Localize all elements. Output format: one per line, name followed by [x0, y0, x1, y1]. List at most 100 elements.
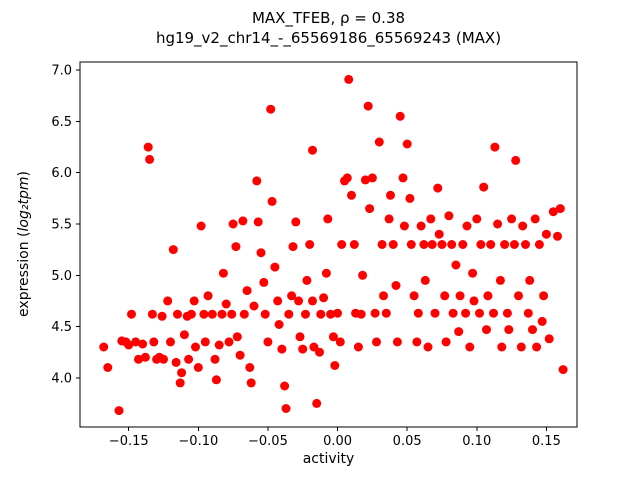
scatter-point [475, 308, 484, 318]
scatter-point [189, 296, 199, 306]
scatter-point [384, 214, 394, 224]
scatter-point [521, 240, 530, 249]
x-tick-label: 0.10 [462, 434, 491, 449]
scatter-point [344, 74, 354, 84]
scatter-point [426, 214, 436, 224]
scatter-point [507, 214, 517, 224]
scatter-point [301, 309, 310, 319]
scatter-point [245, 363, 255, 372]
y-tick-label: 4.5 [51, 320, 72, 335]
scatter-point [504, 325, 514, 335]
scatter-point [406, 240, 416, 249]
scatter-point [455, 291, 465, 301]
scatter-point [333, 308, 342, 318]
scatter-point [294, 296, 304, 306]
scatter-point [461, 308, 471, 318]
scatter-point [465, 342, 475, 352]
scatter-point [441, 337, 451, 347]
scatter-point [246, 378, 256, 388]
scatter-point [270, 262, 280, 272]
scatter-point [231, 242, 241, 252]
scatter-point [200, 337, 210, 347]
scatter-point [468, 268, 478, 278]
scatter-point [149, 337, 159, 347]
scatter-point [493, 219, 503, 229]
scatter-point [395, 111, 405, 121]
scatter-point [124, 340, 134, 350]
y-tick-label: 6.5 [51, 115, 72, 130]
scatter-point [360, 175, 370, 185]
y-tick-label: 7.0 [51, 64, 72, 79]
scatter-point [227, 309, 237, 319]
scatter-point [193, 363, 203, 372]
scatter-point [238, 216, 248, 226]
scatter-point [166, 337, 175, 347]
x-tick-label: 0.15 [532, 434, 561, 449]
scatter-point [210, 354, 220, 364]
scatter-point [321, 268, 331, 278]
scatter-point [175, 378, 185, 388]
scatter-point [260, 309, 270, 319]
scatter-point [335, 337, 345, 347]
scatter-point [267, 196, 277, 206]
scatter-point [308, 145, 317, 155]
scatter-point [173, 309, 182, 319]
scatter-point [316, 309, 326, 319]
scatter-point [544, 334, 554, 344]
scatter-point [147, 309, 157, 319]
scatter-point [114, 406, 124, 416]
scatter-point [138, 339, 148, 349]
scatter-point [280, 381, 290, 391]
scatter-point [319, 293, 329, 303]
scatter-point [458, 240, 468, 249]
scatter-point [370, 308, 380, 318]
scatter-point [398, 173, 408, 183]
scatter-point [326, 309, 336, 319]
scatter-point [528, 325, 537, 335]
scatter-point [127, 309, 136, 319]
scatter-point [381, 308, 391, 318]
scatter-point [203, 291, 213, 301]
scatter-point [159, 354, 168, 364]
scatter-point [451, 260, 461, 270]
scatter-point [448, 308, 458, 318]
scatter-point [252, 176, 262, 186]
scatter-point [224, 337, 234, 347]
scatter-point [207, 309, 217, 319]
scatter-point [284, 309, 294, 319]
scatter-point [367, 173, 377, 183]
scatter-point [184, 354, 194, 364]
scatter-point [315, 347, 324, 357]
scatter-point [486, 240, 496, 249]
scatter-point [434, 229, 444, 239]
scatter-point [323, 214, 333, 224]
scatter-point [462, 221, 472, 231]
scatter-point [423, 342, 433, 352]
scatter-point [416, 221, 426, 231]
scatter-point [479, 182, 489, 192]
chart-title-line2: hg19_v2_chr14_-_65569186_65569243 (MAX) [155, 29, 502, 47]
scatter-point [430, 308, 440, 318]
scatter-point [305, 240, 315, 249]
scatter-point [392, 337, 402, 347]
scatter-point [363, 101, 373, 111]
scatter-point [469, 296, 479, 306]
scatter-point [356, 309, 366, 319]
scatter-point [437, 240, 447, 249]
scatter-point [337, 240, 347, 249]
scatter-point [472, 214, 482, 224]
scatter-point [530, 214, 540, 224]
scatter-point [228, 219, 238, 229]
scatter-point [302, 275, 312, 285]
scatter-point [440, 291, 450, 301]
y-tick-label: 5.5 [51, 217, 72, 232]
scatter-point [532, 342, 542, 352]
scatter-point [196, 221, 206, 231]
scatter-point [99, 342, 109, 352]
scatter-point [539, 291, 549, 301]
scatter-point [274, 320, 284, 329]
scatter-point [221, 299, 231, 309]
scatter-point [516, 342, 526, 352]
scatter-point [281, 404, 291, 413]
scatter-point [541, 229, 551, 239]
